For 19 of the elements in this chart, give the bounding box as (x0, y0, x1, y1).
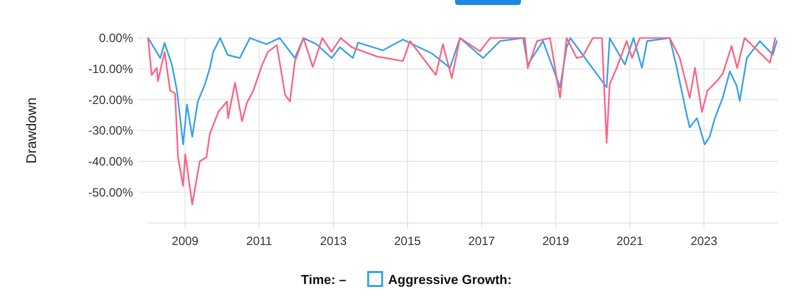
y-tick-label: -50.00% (88, 185, 134, 200)
x-tick-label: 2013 (320, 234, 348, 248)
x-tick-label: 2021 (616, 234, 644, 248)
line-series (147, 37, 776, 206)
legend-title: Time: – (301, 272, 346, 287)
y-tick-label: -10.00% (88, 62, 134, 76)
x-tick-label: 2017 (468, 234, 496, 248)
y-tick-label: -30.00% (88, 124, 134, 138)
x-tick-label: 2019 (542, 234, 570, 248)
x-tick-label: 2009 (172, 234, 199, 248)
x-tick-label: 2023 (690, 234, 718, 248)
legend-label: Aggressive Growth: (388, 272, 512, 287)
y-axis-title: Drawdown (23, 97, 39, 164)
y-tick-label: 0.00% (98, 31, 134, 46)
x-tick-label: 2011 (246, 234, 272, 248)
line-series (147, 37, 778, 146)
x-tick-label: 2015 (394, 234, 422, 248)
y-tick-label: -20.00% (88, 92, 134, 107)
y-tick-label: -40.00% (88, 154, 134, 169)
